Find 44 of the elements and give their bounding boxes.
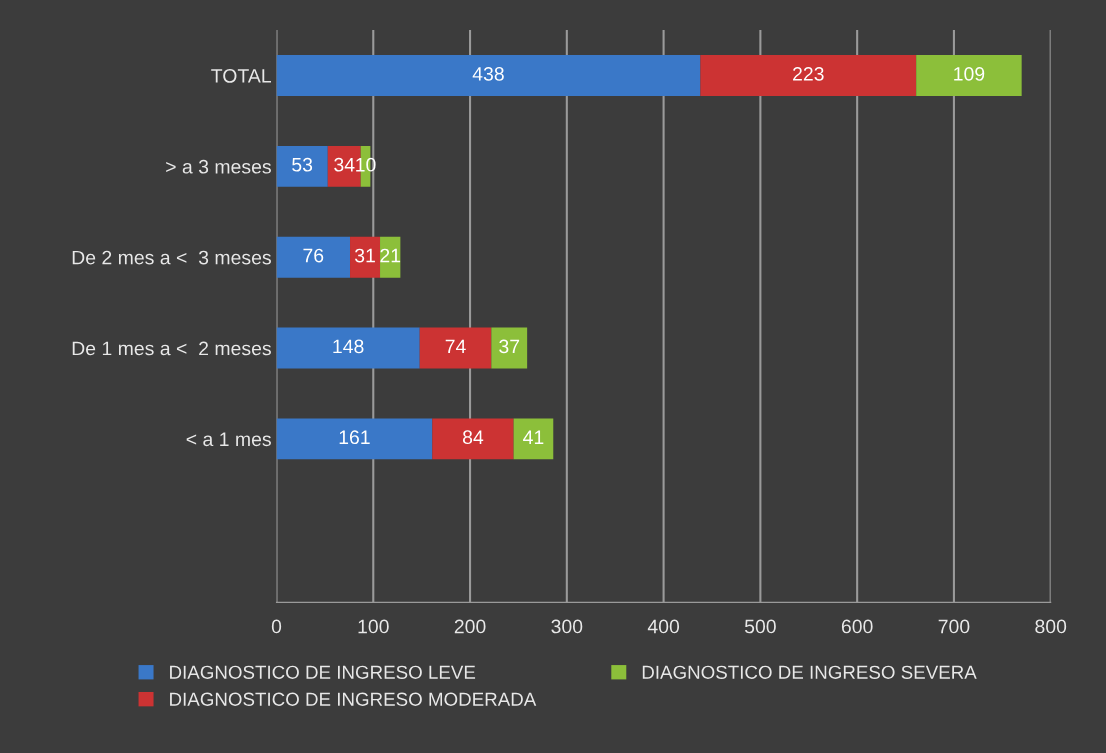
x-tick-label: 100: [358, 619, 389, 634]
x-tick-label: 0: [271, 619, 282, 634]
y-tick-label: TOTAL: [211, 69, 271, 83]
bar: [276, 236, 351, 278]
data-label: 438: [472, 66, 504, 81]
data-label: 37: [499, 339, 520, 354]
legend-label: DIAGNOSTICO DE INGRESO MODERADA: [170, 692, 537, 706]
bar: [276, 55, 701, 96]
y-tick-label: De 2 mes a < 3 meses: [72, 250, 271, 265]
y-tick-label: < a 1 mes: [186, 432, 271, 447]
x-tick-label: 500: [744, 619, 776, 634]
bar: [513, 418, 554, 460]
data-label: 148: [333, 339, 364, 354]
data-label: 84: [462, 430, 484, 445]
x-tick-label: 400: [647, 619, 680, 634]
data-label: 34: [334, 157, 355, 172]
bar: [700, 55, 917, 96]
bar: [276, 145, 328, 187]
data-label: 109: [954, 66, 985, 81]
y-tick-label: De 1 mes a < 2 meses: [72, 341, 271, 356]
bar: [432, 418, 514, 460]
bar: [916, 55, 1022, 96]
x-tick-label: 600: [841, 619, 873, 634]
bar: [419, 327, 492, 369]
bar: [491, 327, 528, 369]
data-label: 41: [523, 430, 544, 444]
bar: [276, 327, 420, 369]
x-tick-label: 200: [454, 619, 486, 634]
x-tick-label: 700: [938, 619, 970, 634]
bar: [276, 418, 433, 460]
data-label: 21: [380, 248, 401, 263]
data-label: 76: [303, 248, 324, 263]
data-label: 223: [793, 66, 824, 81]
legend-label: DIAGNOSTICO DE INGRESO SEVERA: [642, 665, 977, 679]
data-label: 10: [356, 157, 376, 172]
y-tick-label: > a 3 meses: [166, 159, 271, 174]
x-tick-label: 300: [551, 619, 583, 634]
data-label: 161: [339, 430, 370, 445]
data-label: 31: [354, 248, 375, 263]
data-label: 74: [445, 339, 466, 354]
data-label: 53: [292, 157, 313, 172]
x-tick-label: 800: [1035, 619, 1067, 634]
bar: [350, 236, 381, 278]
legend-label: DIAGNOSTICO DE INGRESO LEVE: [170, 665, 476, 679]
